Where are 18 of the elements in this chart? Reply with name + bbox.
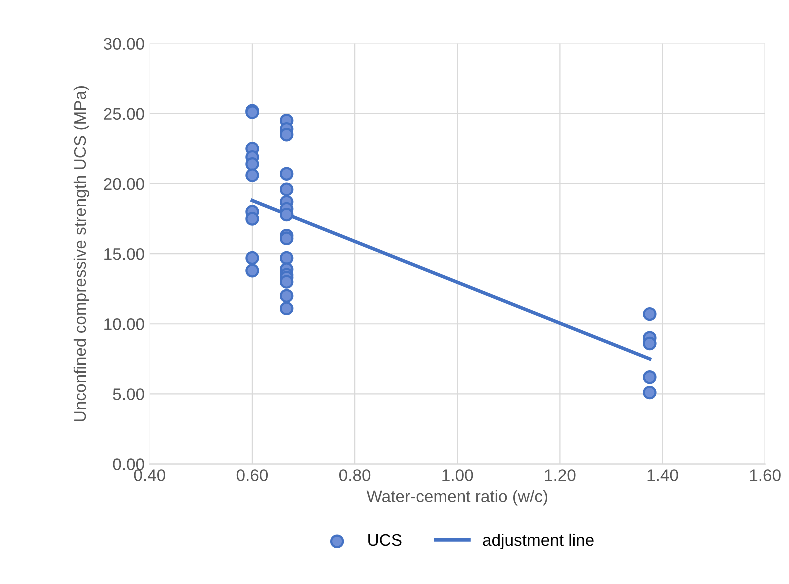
y-tick-label: 15.00 bbox=[104, 248, 144, 260]
y-tick-label: 10.00 bbox=[104, 318, 144, 330]
x-tick-label: 1.60 bbox=[750, 470, 781, 482]
x-tick-label: 0.60 bbox=[236, 470, 268, 482]
y-tick-label: 5.00 bbox=[113, 388, 144, 400]
x-axis-title: Water-cement ratio (w/c) bbox=[366, 490, 548, 506]
x-tick-label: 1.40 bbox=[648, 470, 678, 482]
legend-label: adjustment line bbox=[483, 534, 594, 550]
x-tick-label: 1.20 bbox=[545, 470, 576, 482]
x-tick-label: 0.80 bbox=[339, 470, 371, 482]
x-tick-label: 0.40 bbox=[134, 470, 166, 482]
legend-label: UCS bbox=[368, 534, 402, 546]
y-tick-label: 25.00 bbox=[104, 108, 144, 120]
y-tick-label: 20.00 bbox=[104, 178, 144, 190]
y-tick-label: 0.00 bbox=[113, 458, 144, 470]
y-tick-label: 30.00 bbox=[104, 38, 144, 50]
x-tick-label: 1.00 bbox=[442, 470, 474, 482]
y-axis-title: Unconfined compressive strength UCS (MPa) bbox=[74, 86, 90, 422]
